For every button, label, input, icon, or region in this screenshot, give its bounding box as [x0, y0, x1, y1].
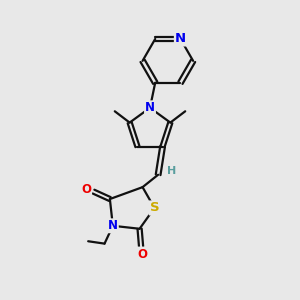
Text: O: O	[138, 248, 148, 260]
Text: S: S	[150, 202, 159, 214]
Text: N: N	[175, 32, 186, 46]
Text: O: O	[81, 183, 91, 196]
Text: N: N	[145, 101, 155, 114]
Text: N: N	[108, 219, 118, 232]
Text: H: H	[167, 166, 176, 176]
